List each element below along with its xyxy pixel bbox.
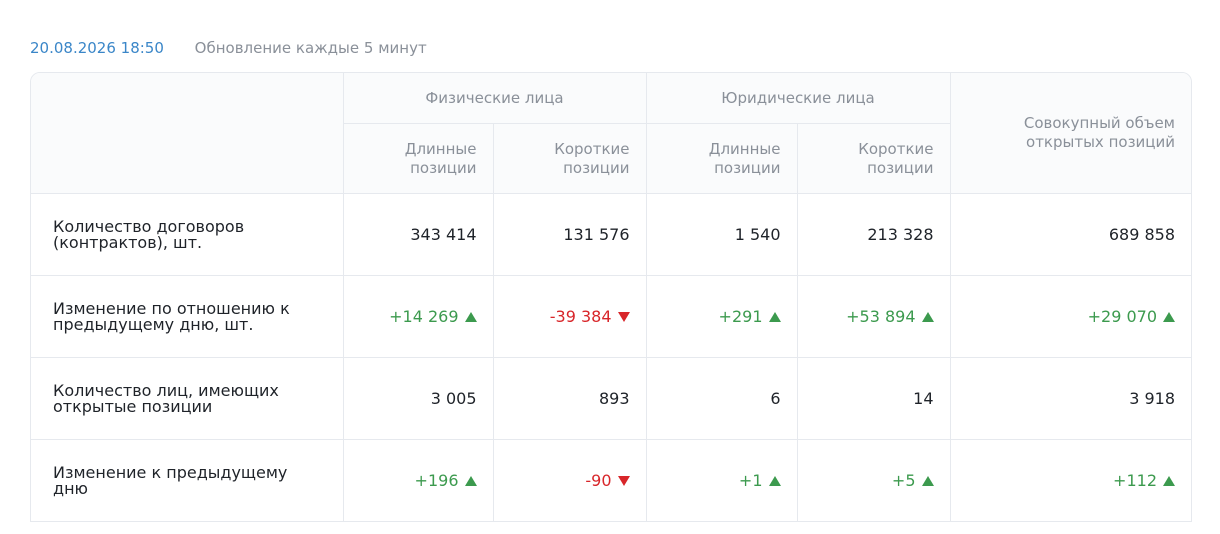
arrow-up xyxy=(921,312,934,322)
arrow-shape xyxy=(921,476,934,486)
arrow-down xyxy=(617,312,630,322)
arrow-up xyxy=(464,476,477,486)
cell-value: 1 540 xyxy=(734,225,781,244)
row-label: Изменение по отношению к предыдущему дню… xyxy=(31,275,344,358)
row-label: Изменение к предыдущему дню xyxy=(31,439,344,521)
cell-value: 689 858 xyxy=(1108,225,1175,244)
arrow-shape xyxy=(1163,312,1175,322)
cell: +53 894 xyxy=(796,275,951,358)
cell-value: +291 xyxy=(718,307,763,326)
cell: 6 xyxy=(645,357,798,440)
cell-value: 3 005 xyxy=(430,389,477,408)
cell-value: +53 894 xyxy=(846,307,916,326)
cell: +1 xyxy=(645,439,798,521)
cell-value: 131 576 xyxy=(563,225,630,244)
column-header: Длинные позиции xyxy=(645,123,798,194)
cell-value: +112 xyxy=(1113,471,1157,490)
cell: +291 xyxy=(645,275,798,358)
cell-value: -90 xyxy=(585,471,612,490)
cell-value: 6 xyxy=(770,389,781,408)
table-row: Количество договоров (контрактов), шт. 34… xyxy=(31,193,1191,276)
arrow-shape xyxy=(768,476,781,486)
cell-value: +1 xyxy=(738,471,763,490)
cell: -39 384 xyxy=(492,275,647,358)
cell-value: -39 384 xyxy=(549,307,612,326)
cell: 213 328 xyxy=(796,193,951,276)
cell: +29 070 xyxy=(949,275,1191,358)
column-header: Короткие позиции xyxy=(796,123,950,194)
cell: 3 918 xyxy=(949,357,1191,440)
arrow-up xyxy=(1163,312,1175,322)
cell: 3 005 xyxy=(342,357,494,440)
cell-value: 3 918 xyxy=(1129,389,1175,408)
cell: 131 576 xyxy=(492,193,647,276)
cell-value: +29 070 xyxy=(1087,307,1157,326)
cell: +14 269 xyxy=(342,275,494,358)
cell: +5 xyxy=(796,439,951,521)
arrow-down xyxy=(617,476,630,486)
positions-table: Физические лица Юридические лица Совокуп… xyxy=(31,73,1191,521)
cell-value: +5 xyxy=(891,471,916,490)
group-header: Физические лица xyxy=(342,73,647,124)
arrow-up xyxy=(464,312,477,322)
arrow-shape xyxy=(768,312,781,322)
arrow-shape xyxy=(617,476,630,486)
arrow-shape xyxy=(617,312,630,322)
table-row: Изменение к предыдущему дню +196 -90 +1 +5 +1… xyxy=(31,439,1191,521)
arrow-shape xyxy=(1163,476,1175,486)
arrow-shape xyxy=(464,476,477,486)
corner-cell xyxy=(31,73,344,194)
cell: 689 858 xyxy=(949,193,1191,276)
cell: 14 xyxy=(796,357,951,440)
arrow-up xyxy=(921,476,934,486)
cell-value: 893 xyxy=(598,389,630,408)
cell: -90 xyxy=(492,439,647,521)
column-header: Совокупный объем открытых позиций xyxy=(949,73,1191,194)
arrow-up xyxy=(1163,476,1175,486)
cell-value: +14 269 xyxy=(389,307,459,326)
arrow-shape xyxy=(464,312,477,322)
arrow-shape xyxy=(921,312,934,322)
table-card: Физические лица Юридические лица Совокуп… xyxy=(30,72,1192,522)
cell: +112 xyxy=(949,439,1191,521)
date: 20.08.2026 18:50 xyxy=(30,39,164,57)
column-header: Длинные позиции xyxy=(343,123,494,194)
table-row: Изменение по отношению к предыдущему дню… xyxy=(31,275,1191,358)
cell-value: 213 328 xyxy=(867,225,934,244)
cell: 893 xyxy=(492,357,647,440)
table-body: Количество договоров (контрактов), шт. 34… xyxy=(31,193,1191,521)
cell: +196 xyxy=(342,439,494,521)
cell-value: 14 xyxy=(913,389,934,408)
arrow-up xyxy=(768,476,781,486)
cell-value: 343 414 xyxy=(410,225,477,244)
cell-value: +196 xyxy=(414,471,459,490)
group-header: Юридические лица xyxy=(645,73,951,124)
cell: 343 414 xyxy=(342,193,494,276)
cell: 1 540 xyxy=(645,193,798,276)
row-label: Количество договоров (контрактов), шт. xyxy=(31,193,344,276)
top-bar: 20.08.2026 18:50 Обновление каждые 5 мин… xyxy=(30,39,427,57)
row-label: Количество лиц, имеющих открытые позиции xyxy=(31,357,344,440)
update-note: Обновление каждые 5 минут xyxy=(194,39,427,57)
column-header: Короткие позиции xyxy=(492,123,647,194)
arrow-up xyxy=(768,312,781,322)
table-row: Количество лиц, имеющих открытые позиции… xyxy=(31,357,1191,440)
